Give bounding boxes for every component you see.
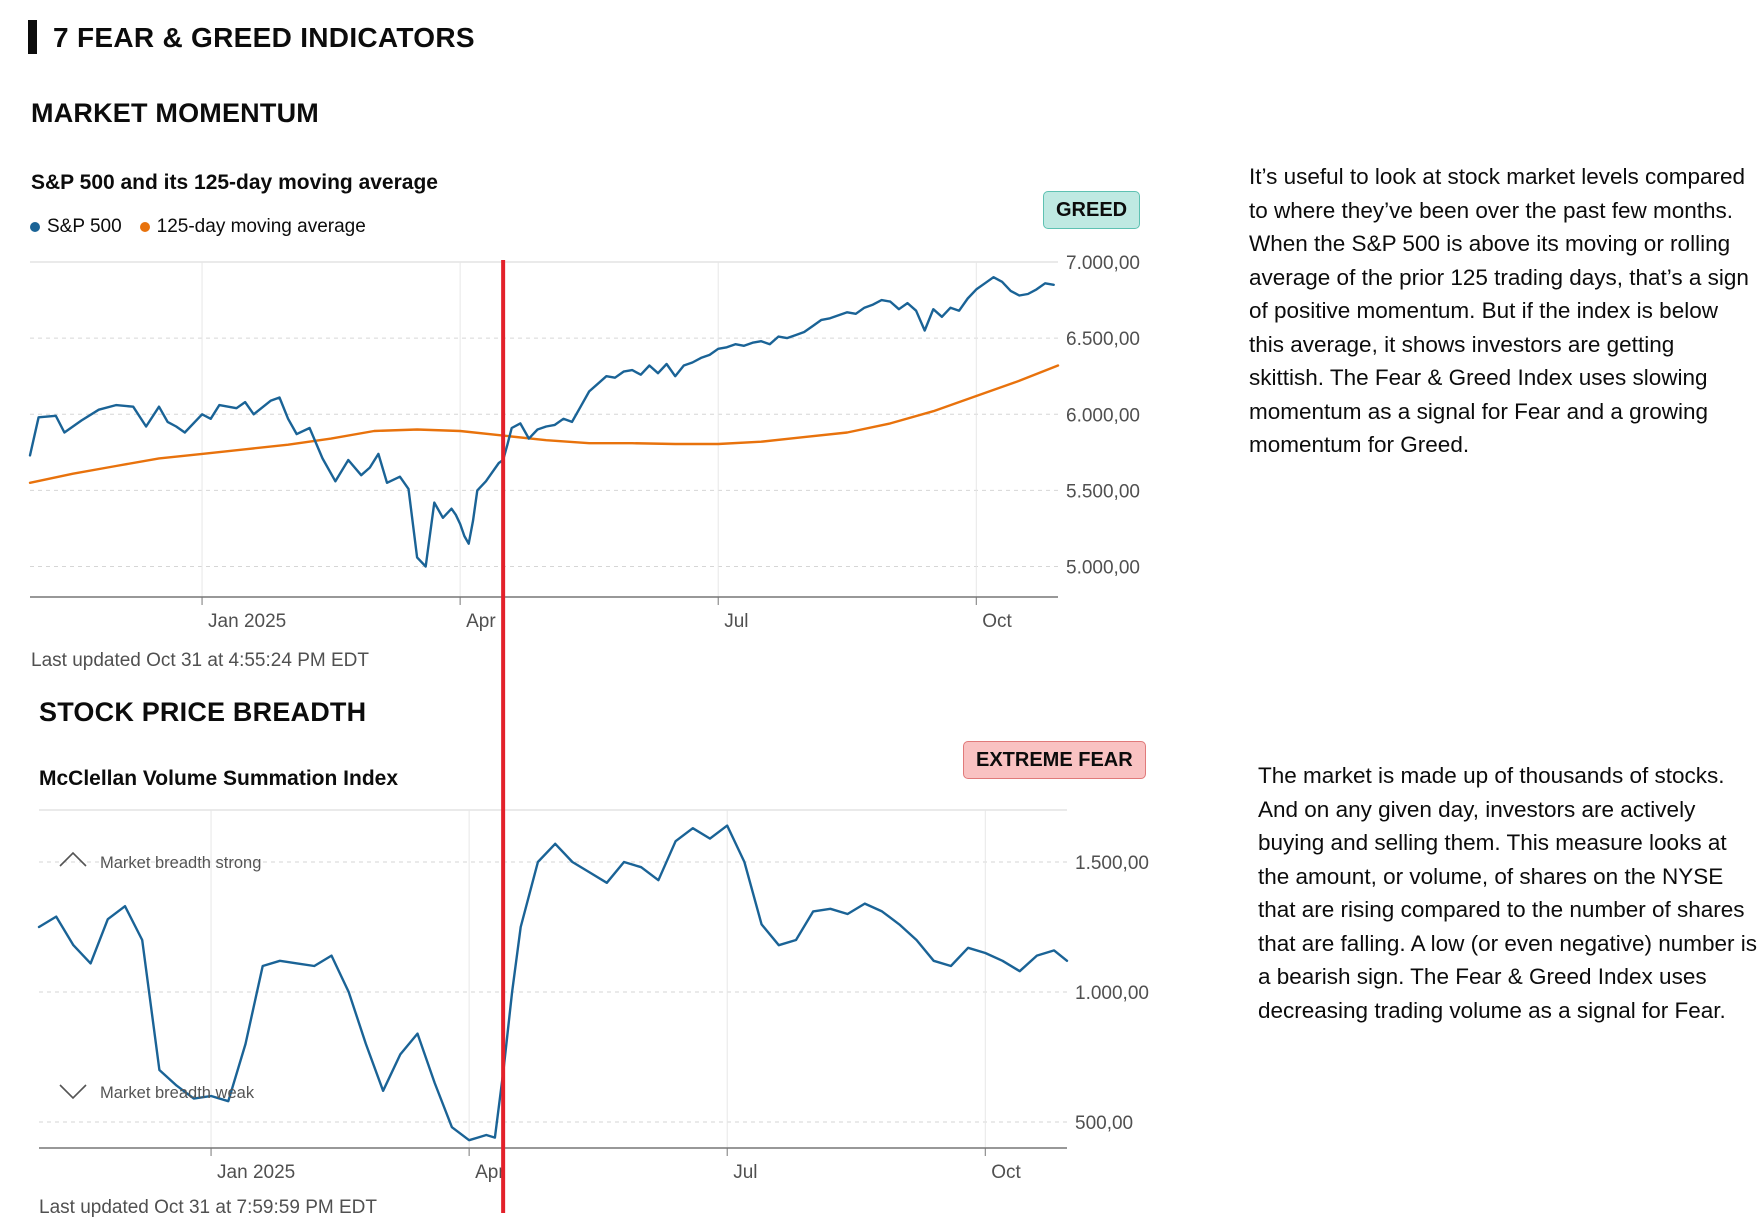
series-line-s-p-500 bbox=[28, 276, 1055, 568]
market-breadth-weak-label: Market breadth weak bbox=[100, 1084, 255, 1102]
extreme-fear-badge: EXTREME FEAR bbox=[963, 741, 1146, 779]
legend-sp500-label: S&P 500 bbox=[47, 216, 122, 237]
chevron-down-icon bbox=[59, 1084, 87, 1100]
y-tick-label: 5.500,00 bbox=[1066, 481, 1140, 502]
legend-sp500: S&P 500 bbox=[30, 216, 122, 238]
x-tick-label: Apr bbox=[466, 611, 496, 632]
x-tick-label: Oct bbox=[991, 1162, 1021, 1183]
x-tick-label: Jan 2025 bbox=[217, 1162, 295, 1183]
y-tick-label: 6.500,00 bbox=[1066, 329, 1140, 350]
breadth-chart: 500,00 1.000,00 1.500,00 Jan 2025 Apr Jul Oct bbox=[37, 809, 1149, 1183]
x-tick-label: Oct bbox=[982, 611, 1012, 632]
x-tick-label: Jul bbox=[733, 1162, 757, 1183]
x-tick-label: Jan 2025 bbox=[208, 611, 286, 632]
x-tick-label: Apr bbox=[475, 1162, 505, 1183]
sp500-dot-icon bbox=[30, 222, 40, 232]
breadth-description: The market is made up of thousands of st… bbox=[1258, 763, 1758, 1023]
y-tick-label: 1.500,00 bbox=[1075, 853, 1149, 874]
stock-price-breadth-heading: STOCK PRICE BREADTH bbox=[39, 697, 367, 727]
legend-moving-average-label: 125-day moving average bbox=[156, 216, 366, 237]
momentum-legend: S&P 500 125-day moving average bbox=[30, 216, 366, 238]
y-tick-label: 500,00 bbox=[1075, 1113, 1133, 1134]
market-momentum-heading: MARKET MOMENTUM bbox=[31, 98, 319, 128]
momentum-chart-title: S&P 500 and its 125-day moving average bbox=[31, 171, 438, 194]
breadth-last-updated: Last updated Oct 31 at 7:59:59 PM EDT bbox=[39, 1197, 377, 1218]
y-tick-label: 7.000,00 bbox=[1066, 253, 1140, 274]
moving-average-dot-icon bbox=[139, 222, 150, 232]
y-tick-label: 6.000,00 bbox=[1066, 405, 1140, 426]
chevron-up-icon bbox=[59, 851, 87, 867]
momentum-last-updated: Last updated Oct 31 at 4:55:24 PM EDT bbox=[31, 650, 369, 671]
breadth-annotations: Market breadth strong Market breadth wea… bbox=[59, 851, 261, 1102]
y-tick-label: 1.000,00 bbox=[1075, 983, 1149, 1004]
greed-badge: GREED bbox=[1043, 191, 1141, 229]
legend-moving-average: 125-day moving average bbox=[139, 216, 366, 238]
x-tick-label: Jul bbox=[724, 611, 748, 632]
momentum-description: It’s useful to look at stock market leve… bbox=[1249, 164, 1749, 457]
momentum-chart: 5.000,00 5.500,00 6.000,00 6.500,00 7.000,00… bbox=[28, 253, 1140, 632]
series-line-125-day-moving-average bbox=[28, 364, 1060, 484]
y-tick-label: 5.000,00 bbox=[1066, 558, 1140, 579]
section-title: 7 FEAR & GREED INDICATORS bbox=[28, 20, 475, 54]
series-line-mcclellan-volume-summation-index bbox=[37, 824, 1069, 1142]
market-breadth-strong-label: Market breadth strong bbox=[100, 854, 261, 872]
breadth-chart-title: McClellan Volume Summation Index bbox=[39, 767, 399, 790]
